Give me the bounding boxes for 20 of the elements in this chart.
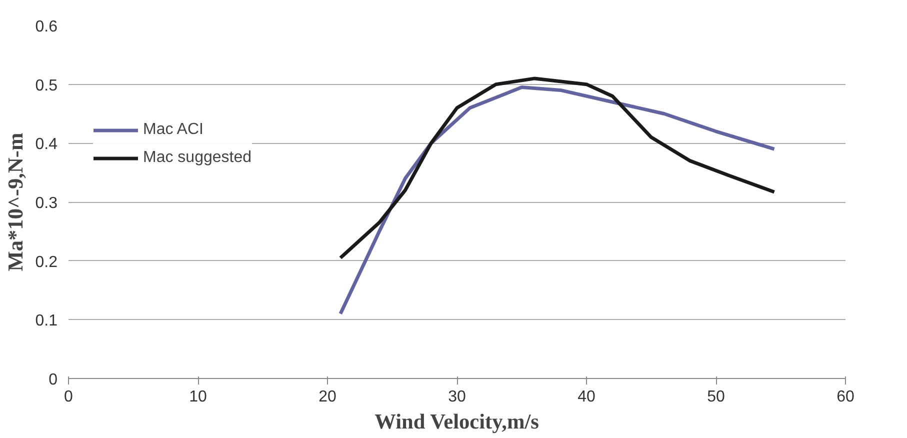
y-tick-label: 0 [48, 372, 58, 388]
x-tick-label: 30 [448, 388, 466, 406]
y-tick-label: 0.5 [35, 77, 58, 94]
x-tick-label: 20 [318, 388, 336, 406]
x-tick-label: 0 [64, 388, 74, 406]
x-tick-label: 60 [836, 388, 854, 406]
x-axis-title: Wind Velocity,m/s [374, 410, 539, 434]
legend-label: Mac ACI [143, 121, 204, 139]
y-tick-label: 0.1 [35, 312, 58, 330]
y-tick-label: 0.2 [35, 254, 58, 271]
line-series [338, 76, 776, 260]
x-tick-label: 10 [189, 388, 207, 406]
y-axis-title: Ma*10^-9,N-m [3, 132, 28, 272]
line-series [338, 86, 776, 316]
y-tick-label: 0.4 [35, 136, 58, 154]
x-tick-label: 40 [578, 388, 596, 406]
legend-label: Mac suggested [143, 149, 252, 167]
y-tick-label: 0.3 [35, 195, 58, 212]
y-tick-label: 0.6 [35, 18, 58, 36]
x-tick-label: 50 [707, 388, 725, 406]
